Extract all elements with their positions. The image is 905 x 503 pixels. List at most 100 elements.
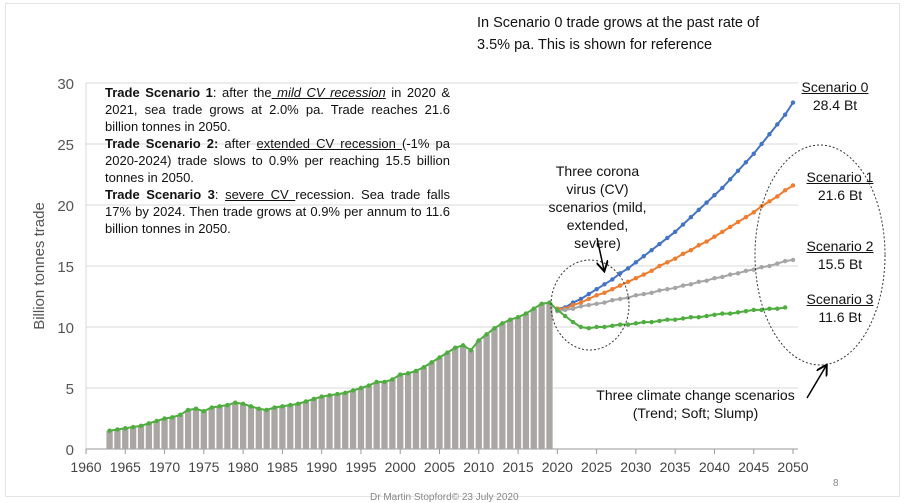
scenario-name: Scenario 1 [806, 169, 874, 185]
series-point [201, 408, 207, 414]
series-point [107, 428, 112, 433]
bar [514, 317, 522, 449]
bar [145, 423, 152, 449]
series-point [727, 224, 733, 230]
series-point [735, 271, 741, 276]
x-tick-label: 1965 [110, 459, 141, 475]
x-tick-label: 2015 [502, 459, 533, 475]
corona-annotation: Three corona virus (CV) scenarios (mild,… [535, 162, 660, 252]
bar [467, 350, 475, 449]
bar [247, 406, 255, 449]
series-point [649, 319, 654, 325]
corona-arrow [597, 237, 604, 270]
bar [184, 409, 192, 449]
series-point [759, 307, 764, 313]
series-point [696, 279, 701, 285]
scenario-1-text: Trade Scenario 1: after the mild CV rece… [105, 84, 450, 135]
series-point [248, 404, 254, 409]
series-point [712, 276, 717, 281]
series-point [704, 239, 709, 244]
scenario-name: Scenario 2 [806, 238, 874, 254]
series-point [515, 315, 521, 320]
series-point [680, 316, 686, 321]
x-tick-label: 1995 [345, 459, 376, 475]
series-point [594, 324, 599, 330]
bar [302, 401, 310, 449]
bar [208, 407, 215, 449]
bar [287, 405, 294, 449]
series-point [539, 301, 544, 307]
scenario-2-label: Scenario 2 15.5 Bt [800, 237, 880, 273]
x-tick-label: 1990 [306, 459, 337, 475]
series-point [453, 345, 458, 350]
series-point [225, 402, 230, 408]
series-point [688, 247, 694, 253]
series-point [672, 256, 678, 261]
series-point [743, 215, 749, 220]
series-point [374, 379, 379, 385]
bar [114, 429, 121, 449]
series-point [767, 132, 772, 137]
x-tick-label: 2050 [777, 459, 808, 475]
series-point [633, 321, 639, 326]
x-tick-label: 1985 [267, 459, 298, 475]
y-axis-label: Billion tonnes trade [31, 202, 48, 330]
series-point [790, 257, 796, 263]
s3-a: : [214, 187, 226, 202]
bar [122, 428, 129, 449]
series-point [264, 407, 269, 413]
series-point [413, 368, 419, 374]
series-point [720, 229, 725, 235]
series-point [775, 306, 780, 311]
bar [373, 381, 380, 449]
climate-annotation: Three climate change scenarios (Trend; S… [583, 386, 808, 422]
series-point [688, 315, 694, 320]
series-point [343, 390, 348, 396]
bar [459, 345, 467, 449]
series-point [735, 219, 741, 225]
series-point [115, 427, 120, 432]
s3-b: recession. Sea trade falls 17% by 2024. … [105, 187, 450, 236]
series-point [743, 308, 749, 314]
series-point [398, 372, 403, 377]
s2-b: (-1% pa 2020-2024) trade slows to 0.9% p… [105, 136, 450, 185]
series-point [775, 261, 780, 266]
series-point [429, 360, 434, 365]
series-point [468, 347, 474, 353]
series-point [633, 260, 639, 265]
bar [137, 425, 145, 449]
scenario-value: 28.4 Bt [812, 97, 858, 113]
bar [106, 430, 113, 449]
x-tick-label: 2030 [620, 459, 651, 475]
series-point [445, 350, 450, 355]
series-point [123, 426, 128, 431]
series-point [704, 200, 709, 205]
series-point [500, 321, 505, 326]
bar [342, 392, 349, 449]
series-point [492, 326, 497, 331]
series-point [327, 393, 332, 398]
series-point [240, 401, 246, 407]
s3-title: Trade Scenario 3 [105, 187, 215, 202]
series-point [217, 404, 222, 409]
series-point [696, 207, 701, 213]
top-note: In Scenario 0 trade grows at the past ra… [477, 12, 759, 56]
series-point [209, 405, 214, 410]
series-point [649, 247, 654, 253]
series-point [288, 402, 293, 408]
series-point [712, 312, 717, 317]
series-point [672, 229, 678, 235]
s2-u: extended CV recession [256, 136, 402, 151]
climate-line: (Trend; Soft; Slump) [632, 405, 759, 421]
x-tick-label: 2020 [542, 459, 573, 475]
y-tick-label: 10 [57, 320, 74, 337]
series-point [704, 313, 709, 319]
bar [169, 417, 176, 449]
s1-u: mild CV recession [271, 85, 386, 100]
scenario-1-label: Scenario 1 21.6 Bt [800, 168, 880, 204]
bar [326, 395, 333, 449]
y-tick-label: 15 [57, 259, 74, 276]
scenario-value: 11.6 Bt [818, 309, 862, 325]
series-point [720, 274, 725, 280]
x-tick-label: 2005 [424, 459, 455, 475]
